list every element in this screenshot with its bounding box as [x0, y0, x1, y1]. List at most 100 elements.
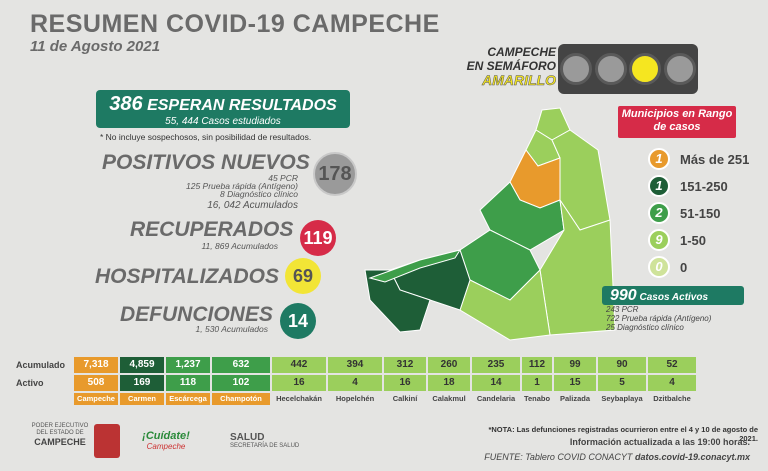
- acumulado-cell: 1,237: [166, 357, 210, 373]
- legend-range: 51-150: [680, 205, 721, 221]
- activos-breakdown: 243 PCR 722 Prueba rápida (Antígeno) 25 …: [606, 305, 711, 332]
- municipio-name: Hopelchén: [335, 394, 375, 403]
- semaforo-line2: EN SEMÁFORO: [466, 59, 556, 73]
- activo-cell: 5: [598, 375, 646, 391]
- legend-range: 1-50: [680, 232, 707, 248]
- defunciones-acumulados: 1, 530 Acumulados: [195, 324, 268, 334]
- escudo-icon: [94, 424, 120, 458]
- esperan-label: ESPERAN RESULTADOS: [147, 97, 337, 114]
- acumulado-cell: 235: [472, 357, 520, 373]
- activo-cell: 4: [328, 375, 382, 391]
- municipio-name: Seybaplaya: [601, 394, 643, 403]
- gobierno-logo: PODER EJECUTIVO DEL ESTADO DE CAMPECHE: [30, 423, 90, 447]
- activo-cell: 15: [554, 375, 596, 391]
- map-isla: [368, 249, 462, 283]
- semaforo-line1: CAMPECHE: [487, 45, 556, 59]
- map-calakmul: [539, 199, 616, 336]
- municipio-name: Palizada: [559, 394, 590, 403]
- municipio-name: Dzitbalche: [653, 394, 691, 403]
- campeche-map-icon: [364, 107, 616, 341]
- activo-cell: 102: [212, 375, 270, 391]
- activos-clinico: 25 Diagnóstico clínico: [606, 323, 684, 332]
- municipio-name: Hecelchakán: [276, 394, 322, 403]
- acumulado-cell: 632: [212, 357, 270, 373]
- salud-logo: SALUD SECRETARÍA DE SALUD: [230, 432, 310, 449]
- activo-cell: 169: [120, 375, 164, 391]
- acumulado-cell: 260: [428, 357, 470, 373]
- acumulado-cell: 7,318: [74, 357, 118, 373]
- activo-cell: 18: [428, 375, 470, 391]
- esperan-resultados-box: 386 ESPERAN RESULTADOS 55, 444 Casos est…: [96, 90, 350, 128]
- secretaria-text: SECRETARÍA DE SALUD: [230, 443, 300, 449]
- activos-rapida: 722 Prueba rápida (Antígeno): [606, 314, 712, 323]
- positivos-rapida: 125 Prueba rápida (Antígeno): [186, 181, 298, 191]
- traffic-light-orange: [594, 53, 627, 85]
- municipio-name: Candelaria: [476, 394, 516, 403]
- positivos-pcr: 45 PCR: [268, 173, 298, 183]
- activo-cell: 16: [272, 375, 326, 391]
- cuidate-text: ¡Cuídate!: [142, 430, 190, 442]
- fuente-text: FUENTE: Tablero COVID CONACYT: [484, 452, 633, 462]
- municipio-name: Calakmul: [432, 394, 466, 403]
- positivos-label: POSITIVOS NUEVOS: [102, 151, 310, 174]
- fuente-url: datos.covid-19.conacyt.mx: [634, 452, 750, 462]
- municipios-title: Municipios en Rango de casos: [618, 106, 736, 138]
- activo-cell: 508: [74, 375, 118, 391]
- positivos-count: 178: [313, 152, 357, 196]
- activo-cell: 4: [648, 375, 696, 391]
- hospitalizados-label: HOSPITALIZADOS: [95, 265, 279, 288]
- recuperados-count: 119: [300, 220, 336, 256]
- acumulado-cell: 90: [598, 357, 646, 373]
- report-date: 11 de Agosto 2021: [30, 38, 161, 55]
- legend-count: 1: [648, 175, 670, 197]
- acumulado-cell: 52: [648, 357, 696, 373]
- activo-cell: 118: [166, 375, 210, 391]
- acumulado-cell: 99: [554, 357, 596, 373]
- footnote-sospechosos: * No incluye sospechosos, sin posibilida…: [100, 132, 312, 142]
- semaforo-label: CAMPECHE EN SEMÁFORO AMARILLO: [438, 45, 557, 95]
- esperan-number: 386: [109, 93, 143, 115]
- activos-pcr: 243 PCR: [606, 305, 639, 314]
- footer-nota: *NOTA: Las defunciones registradas ocurr…: [488, 425, 758, 443]
- positivos-clinico: 8 Diagnóstico clínico: [220, 189, 298, 199]
- recuperados-label: RECUPERADOS: [130, 218, 294, 241]
- legend-row: 1 Más de 251: [648, 148, 749, 170]
- acumulado-label: Acumulado: [16, 360, 66, 370]
- defunciones-count: 14: [280, 303, 316, 339]
- legend-count: 2: [648, 202, 670, 224]
- legend-range: 151-250: [680, 178, 728, 194]
- legend-row: 9 1-50: [648, 229, 706, 251]
- legend-count: 1: [648, 148, 670, 170]
- casos-activos-box: 990 Casos Activos: [602, 286, 744, 305]
- legend-count: 0: [648, 256, 670, 278]
- activos-label: Casos Activos: [639, 292, 709, 303]
- activo-cell: 1: [522, 375, 552, 391]
- municipio-name: Champotón: [212, 393, 270, 405]
- municipio-name: Tenabo: [523, 394, 551, 403]
- footer-info: Información actualizada a las 19:00 hora…: [569, 437, 750, 447]
- poder-ejecutivo-text: PODER EJECUTIVO DEL ESTADO DE: [31, 423, 89, 436]
- activo-cell: 16: [384, 375, 426, 391]
- salud-text: SALUD: [230, 432, 265, 443]
- municipio-name: Escárcega: [166, 393, 210, 405]
- legend-row: 1 151-250: [648, 175, 728, 197]
- positivos-acumulados: 16, 042 Acumulados: [207, 200, 298, 211]
- cuidate-logo: ¡Cuídate! Campeche: [136, 430, 196, 451]
- page-title: RESUMEN COVID-19 CAMPECHE: [30, 10, 440, 38]
- acumulado-cell: 394: [328, 357, 382, 373]
- acumulado-cell: 112: [522, 357, 552, 373]
- legend-range: 0: [680, 259, 688, 275]
- recuperados-acumulados: 11, 869 Acumulados: [201, 241, 278, 251]
- acumulado-cell: 312: [384, 357, 426, 373]
- municipio-name: Calkiní: [392, 394, 418, 403]
- municipios-table: Acumulado 7,318 4,859 1,237 632 442 394 312 260 2…: [16, 357, 698, 407]
- activos-number: 990: [610, 287, 637, 304]
- acumulado-cell: 442: [272, 357, 326, 373]
- campeche-logo-text: CAMPECHE: [34, 437, 86, 447]
- traffic-light-red: [560, 53, 593, 85]
- municipio-name: Campeche: [74, 393, 118, 405]
- cuidate-sub: Campeche: [146, 442, 186, 451]
- activo-cell: 14: [472, 375, 520, 391]
- hospitalizados-count: 69: [285, 258, 321, 294]
